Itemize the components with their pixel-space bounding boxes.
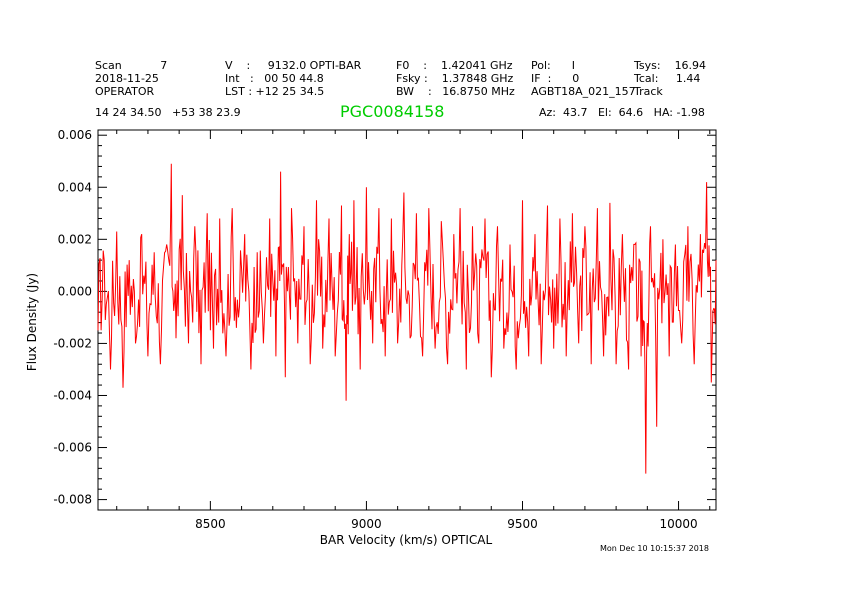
header-coordinates: 14 24 34.50 +53 38 23.9 [95, 106, 241, 119]
y-tick-label: -0.008 [53, 493, 92, 507]
header-fsky: Fsky : 1.37848 GHz [396, 72, 514, 85]
x-tick-label: 9000 [351, 517, 382, 531]
y-tick-labels: -0.008 -0.006 -0.004 -0.002 0.000 0.002 0.004 0… [53, 128, 92, 506]
y-tick-label: 0.002 [58, 232, 92, 246]
y-axis-label: Flux Density (Jy) [25, 273, 39, 371]
header-if: IF : 0 [531, 72, 580, 85]
x-tick-label: 8500 [195, 517, 226, 531]
header-f0: F0 : 1.42041 GHz [396, 59, 513, 72]
y-tick-label: 0.006 [58, 128, 92, 142]
x-tick-label: 10000 [659, 517, 697, 531]
header-bw: BW : 16.8750 MHz [396, 85, 515, 98]
header-observer: OPERATOR [95, 85, 155, 98]
header-procedure: Track [634, 85, 663, 98]
x-axis-label: BAR Velocity (km/s) OPTICAL [320, 533, 493, 547]
y-tick-label: 0.004 [58, 180, 92, 194]
plot-frame [97, 129, 717, 511]
header-project: AGBT18A_021_157 [531, 85, 636, 98]
header-date: 2018-11-25 [95, 72, 159, 85]
y-tick-label: -0.002 [53, 336, 92, 350]
header-int: Int : 00 50 44.8 [225, 72, 324, 85]
x-tick-labels: 8500 9000 9500 10000 [195, 517, 698, 531]
plot-timestamp: Mon Dec 10 10:15:37 2018 [600, 544, 709, 553]
header-lst: LST : +12 25 34.5 [225, 85, 325, 98]
header-scan: Scan 7 [95, 59, 168, 72]
y-tick-label: 0.000 [58, 284, 92, 298]
flux-spectrum-line [97, 163, 717, 474]
x-tick-label: 9500 [507, 517, 538, 531]
y-tick-label: -0.006 [53, 441, 92, 455]
header-tcal: Tcal: 1.44 [634, 72, 701, 85]
header-tsys: Tsys: 16.94 [634, 59, 707, 72]
source-name: PGC0084158 [340, 102, 445, 121]
axis-ticks [98, 130, 716, 511]
y-tick-label: -0.004 [53, 388, 92, 402]
header-velocity: V : 9132.0 OPTI-BAR [225, 59, 362, 72]
header-pol: Pol: I [531, 59, 575, 72]
header-pointing: Az: 43.7 El: 64.6 HA: -1.98 [539, 106, 705, 119]
